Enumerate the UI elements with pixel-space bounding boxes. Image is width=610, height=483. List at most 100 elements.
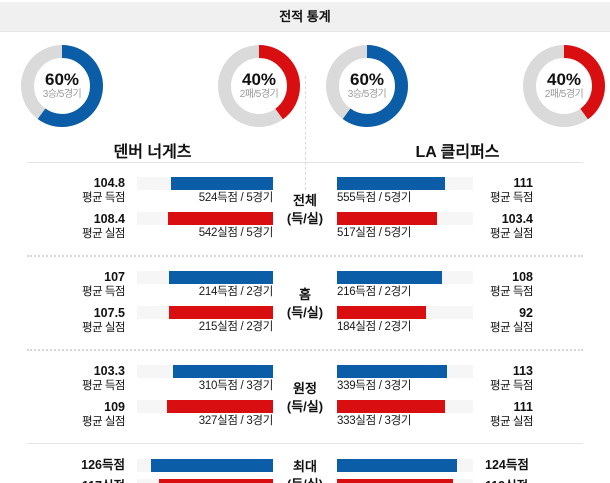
team-block-away: 60% 3승/5경기 40% 2패/5경기 LA 클리퍼스	[305, 45, 610, 162]
team-name-home: 덴버 너게츠	[113, 144, 192, 161]
bar-fill-scored	[337, 271, 442, 284]
bar-column: 555득점 / 5경기 517실점 / 5경기	[337, 176, 473, 243]
bar-track	[137, 365, 273, 378]
section-label-line1: 홈	[299, 286, 311, 302]
stat-side-home: 104.8 평균 득점 108.4 평균 실점 524득점 / 5경기 542실…	[77, 176, 273, 243]
bar-sublabel: 517실점 / 5경기	[337, 227, 412, 239]
stat-side-away: 555득점 / 5경기 517실점 / 5경기 111 평균 득점 103.4 …	[337, 176, 534, 243]
bar-track	[337, 365, 473, 378]
stat-side-away: 339득점 / 3경기 333실점 / 3경기 113 평균 득점 111 평균…	[337, 364, 534, 431]
bar-fill-conceded	[337, 400, 445, 413]
stat-section-home: 107 평균 득점 107.5 평균 실점 214득점 / 2경기 215실점 …	[0, 257, 610, 349]
stat-value-block: 104.8 평균 득점 108.4 평균 실점	[77, 176, 126, 243]
stat-value-label: 평균 실점	[489, 322, 534, 334]
stat-value-block: 113 평균 득점 111 평균 실점	[485, 364, 534, 431]
stat-value-block: 107 평균 득점 107.5 평균 실점	[77, 270, 126, 337]
bar-track	[337, 400, 473, 413]
donut-percent: 60%	[44, 69, 80, 89]
donut-center: 40% 2패/5경기	[218, 45, 300, 127]
bar-fill-scored	[169, 271, 273, 284]
bar-fill-conceded	[167, 400, 273, 413]
section-label-line2: (득/실)	[286, 210, 324, 226]
separator	[27, 443, 583, 444]
stat-value-block: 111 평균 득점 103.4 평균 실점	[485, 176, 534, 243]
bar-fill-conceded	[337, 306, 427, 319]
bar-track	[337, 306, 473, 319]
stat-value-label: 평균 득점	[489, 192, 534, 204]
bar-sublabel: 310득점 / 3경기	[198, 380, 274, 392]
bar-fill-scored	[337, 177, 445, 190]
loss-rate-donut: 40% 2패/5경기	[218, 45, 300, 127]
donut-chart	[523, 45, 605, 127]
stat-value: 103.4	[501, 212, 533, 226]
donut-center: 60% 3승/5경기	[21, 45, 103, 127]
donut-percent: 40%	[546, 69, 582, 89]
bar-track	[137, 271, 273, 284]
donut-sublabel: 2패/5경기	[239, 89, 279, 101]
stat-value-block: 108 평균 득점 92 평균 실점	[485, 270, 534, 337]
section-label: 최대 (득/실)	[273, 458, 337, 483]
donut-chart	[21, 45, 103, 127]
stat-side-home: 126득점 117실점	[77, 458, 273, 483]
bar-sublabel: 216득점 / 2경기	[337, 286, 412, 298]
stat-value-label: 평균 실점	[81, 322, 126, 334]
bar-column: 216득점 / 2경기 184실점 / 2경기	[337, 270, 473, 337]
section-label-line2: (득/실)	[286, 398, 324, 414]
stat-value-label: 평균 실점	[489, 416, 534, 428]
stat-value: 92	[519, 306, 533, 320]
bar-column: 524득점 / 5경기 542실점 / 5경기	[137, 176, 273, 243]
donut-sublabel: 3승/5경기	[347, 89, 387, 101]
stat-value-label: 평균 득점	[81, 192, 126, 204]
donut-percent: 40%	[241, 69, 277, 89]
stat-side-home: 103.3 평균 득점 109 평균 실점 310득점 / 3경기 327실점 …	[77, 364, 273, 431]
stat-value-label: 평균 실점	[81, 228, 126, 240]
donut-row: 60% 3승/5경기 40% 2패/5경기	[0, 45, 305, 127]
bar-column: 214득점 / 2경기 215실점 / 2경기	[137, 270, 273, 337]
stat-value-block: 124득점 119실점	[485, 458, 533, 483]
win-rate-donut: 60% 3승/5경기	[326, 45, 408, 127]
donut-center: 60% 3승/5경기	[326, 45, 408, 127]
stat-value-label: 평균 득점	[81, 286, 126, 298]
bar-column	[137, 458, 273, 483]
bar-sublabel: 333실점 / 3경기	[337, 415, 412, 427]
stat-value: 103.3	[93, 364, 125, 378]
section-label-line1: 최대	[293, 459, 317, 474]
bar-sublabel: 555득점 / 5경기	[337, 192, 412, 204]
bar-sublabel: 215실점 / 2경기	[198, 321, 274, 333]
stat-value-label: 평균 실점	[489, 228, 534, 240]
bar-fill-scored	[150, 459, 273, 472]
bar-sublabel: 327실점 / 3경기	[198, 415, 274, 427]
section-label: 홈 (득/실)	[273, 286, 337, 321]
bar-track	[137, 459, 273, 472]
stat-value: 108	[512, 270, 533, 284]
stat-value: 111	[513, 400, 533, 414]
stat-side-away: 124득점 119실점	[337, 458, 533, 483]
stat-value: 108.4	[93, 212, 125, 226]
bar-fill-conceded	[167, 212, 273, 225]
donut-chart	[326, 45, 408, 127]
bar-fill-scored	[172, 365, 273, 378]
panel-title: 전적 통계	[0, 2, 610, 32]
donut-sublabel: 2패/5경기	[544, 89, 584, 101]
stat-value: 107	[104, 270, 125, 284]
stat-value-block: 103.3 평균 득점 109 평균 실점	[77, 364, 126, 431]
stat-value: 109	[104, 400, 125, 414]
stat-value: 107.5	[93, 306, 125, 320]
donut-percent: 60%	[349, 69, 385, 89]
stat-value-label: 평균 득점	[81, 380, 126, 392]
bar-track	[337, 177, 473, 190]
bar-track	[137, 400, 273, 413]
bar-column	[337, 458, 473, 483]
stat-value: 111	[513, 176, 533, 190]
stat-value-label: 평균 실점	[81, 416, 126, 428]
stat-value: 126득점	[81, 458, 125, 472]
bar-fill-conceded	[337, 479, 453, 483]
stat-section-max: 126득점 117실점 최대 (득/실)	[0, 444, 610, 483]
bar-track	[337, 271, 473, 284]
stat-value: 119실점	[485, 479, 533, 483]
bar-fill-scored	[337, 365, 447, 378]
stat-side-away: 216득점 / 2경기 184실점 / 2경기 108 평균 득점 92 평균 …	[337, 270, 534, 337]
bar-column: 310득점 / 3경기 327실점 / 3경기	[137, 364, 273, 431]
bar-fill-conceded	[159, 479, 273, 483]
bar-column: 339득점 / 3경기 333실점 / 3경기	[337, 364, 473, 431]
